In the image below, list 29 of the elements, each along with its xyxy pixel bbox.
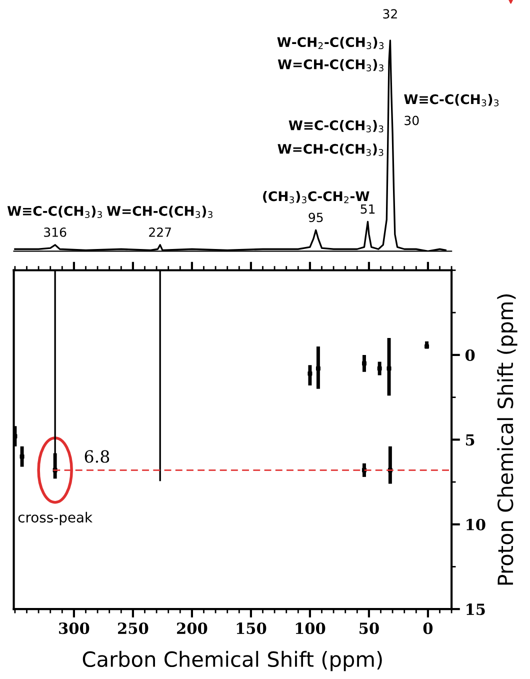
annotation: W≡C-C(CH$_{3}$)$_{3}$: [404, 94, 499, 106]
x-axis-title: Carbon Chemical Shift (ppm): [82, 650, 382, 672]
annotation: (CH$_{3}$)$_{3}$C-CH$_{2}$-W: [263, 190, 370, 204]
x-tick-label: 100: [296, 622, 326, 634]
annotation: W=CH-C(CH$_{3}$)$_{3}$: [278, 59, 384, 72]
x-tick-label: 150: [236, 622, 266, 634]
x-tick-label: 50: [360, 622, 379, 634]
y-axis-title: Proton Chemical Shift (ppm): [497, 294, 518, 585]
x-tick-label: 200: [177, 622, 208, 634]
annotation: W=CH-C(CH$_{3}$)$_{3}$: [106, 206, 212, 218]
x-tick-label: 300: [59, 622, 90, 634]
y-tick-label: 0: [465, 349, 475, 361]
x-tick-label: 0: [423, 622, 433, 634]
annotation: 227: [149, 227, 171, 237]
annotation: 32: [383, 9, 397, 19]
annotation: W≡C-C(CH$_{3}$)$_{3}$: [288, 120, 384, 132]
annotation: W-CH$_{2}$-C(CH$_{3}$)$_{3}$: [277, 36, 384, 50]
y-tick-label: 15: [466, 604, 485, 616]
x-tick-label: 250: [118, 622, 148, 634]
y-tick-label: 5: [466, 434, 474, 446]
annotation: 316: [44, 227, 66, 237]
annotation: 30: [404, 116, 419, 126]
ref-line-label: 6.8: [84, 450, 110, 463]
annotation: 95: [308, 212, 323, 222]
annotation: cross-peak: [18, 512, 93, 526]
annotation: W≡C-C(CH$_{3}$)$_{3}$: [7, 206, 102, 218]
annotation: W=CH-C(CH$_{3}$)$_{3}$: [278, 144, 384, 156]
annotation: 51: [360, 204, 375, 214]
y-tick-label: 10: [466, 518, 486, 530]
